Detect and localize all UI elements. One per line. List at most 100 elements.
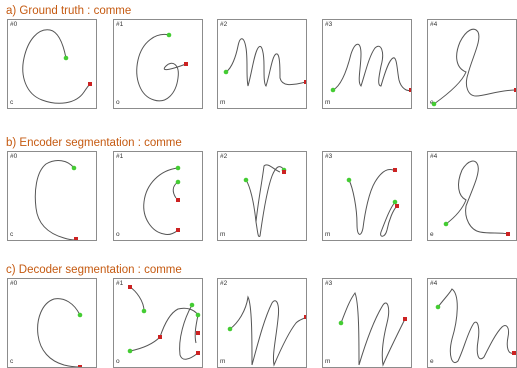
start-point bbox=[141, 308, 147, 314]
panel-letter: e bbox=[430, 99, 434, 106]
panel-letter: c bbox=[10, 99, 14, 106]
panel-index: #4 bbox=[430, 21, 438, 28]
trajectory-plot bbox=[143, 165, 181, 235]
end-point bbox=[196, 331, 200, 335]
trajectory-plot bbox=[223, 38, 306, 87]
panel-c-2: #2 m bbox=[217, 278, 307, 368]
start-point bbox=[189, 302, 195, 308]
start-point bbox=[435, 304, 441, 310]
end-point bbox=[514, 88, 516, 92]
panel-letter: e bbox=[430, 358, 434, 365]
panel-a-3: #3 m bbox=[322, 19, 412, 109]
panel-c-1: #1 o bbox=[113, 278, 203, 368]
section-title-ground-truth: a) Ground truth : comme bbox=[6, 5, 132, 17]
panel-a-4: #4 e bbox=[427, 19, 517, 109]
end-point bbox=[409, 88, 411, 92]
trajectory-plot bbox=[227, 295, 306, 367]
end-point bbox=[88, 82, 92, 86]
panel-index: #0 bbox=[10, 280, 18, 287]
panel-index: #4 bbox=[430, 280, 438, 287]
section-title-encoder: b) Encoder segmentation : comme bbox=[6, 137, 182, 149]
panel-b-0: #0 c bbox=[7, 151, 97, 241]
panel-index: #4 bbox=[430, 153, 438, 160]
start-point bbox=[175, 179, 181, 185]
start-point bbox=[127, 348, 133, 354]
end-point bbox=[282, 170, 286, 174]
panel-letter: o bbox=[116, 231, 120, 238]
end-point bbox=[78, 365, 82, 367]
trajectory-plot bbox=[338, 291, 407, 367]
end-point bbox=[393, 168, 397, 172]
trajectory-plot bbox=[435, 288, 516, 363]
start-point bbox=[443, 221, 449, 227]
end-point bbox=[304, 315, 306, 319]
trajectory-plot bbox=[22, 29, 92, 104]
end-point bbox=[158, 335, 162, 339]
start-point bbox=[227, 326, 233, 332]
panel-letter: e bbox=[430, 231, 434, 238]
start-point bbox=[77, 312, 83, 318]
panel-letter: o bbox=[116, 358, 120, 365]
panel-index: #1 bbox=[116, 280, 124, 287]
start-point bbox=[330, 87, 336, 93]
trajectory-plot bbox=[37, 298, 83, 367]
panel-index: #2 bbox=[220, 153, 228, 160]
panel-letter: m bbox=[220, 358, 226, 365]
trajectory-plot bbox=[243, 164, 287, 237]
panel-index: #2 bbox=[220, 21, 228, 28]
end-point bbox=[184, 62, 188, 66]
trajectory-plot bbox=[330, 43, 411, 93]
trajectory-plot bbox=[346, 168, 399, 237]
end-point bbox=[196, 351, 200, 355]
start-point bbox=[71, 165, 77, 171]
end-point bbox=[128, 285, 132, 289]
end-point bbox=[304, 80, 306, 84]
trajectory-plot bbox=[431, 28, 516, 107]
start-point bbox=[431, 101, 437, 107]
panel-b-2: #2 m bbox=[217, 151, 307, 241]
end-point bbox=[506, 232, 510, 236]
panel-index: #3 bbox=[325, 153, 333, 160]
panel-b-1: #1 o bbox=[113, 151, 203, 241]
panel-index: #1 bbox=[116, 153, 124, 160]
start-point bbox=[223, 69, 229, 75]
end-point bbox=[403, 317, 407, 321]
end-point bbox=[74, 237, 78, 240]
panel-index: #1 bbox=[116, 21, 124, 28]
panel-c-3: #3 m bbox=[322, 278, 412, 368]
panel-letter: m bbox=[220, 99, 226, 106]
panel-index: #2 bbox=[220, 280, 228, 287]
panel-b-3: #3 m bbox=[322, 151, 412, 241]
panel-a-0: #0 c bbox=[7, 19, 97, 109]
panel-a-1: #1 o bbox=[113, 19, 203, 109]
panel-letter: c bbox=[10, 231, 14, 238]
panel-letter: o bbox=[116, 99, 120, 106]
start-point bbox=[175, 165, 181, 171]
start-point bbox=[338, 320, 344, 326]
panel-index: #3 bbox=[325, 280, 333, 287]
trajectory-plot bbox=[34, 160, 78, 240]
panel-c-0: #0 c bbox=[7, 278, 97, 368]
panel-letter: m bbox=[325, 231, 331, 238]
panel-letter: m bbox=[325, 99, 331, 106]
panel-index: #0 bbox=[10, 21, 18, 28]
start-point bbox=[166, 32, 172, 38]
end-point bbox=[512, 351, 516, 355]
end-point bbox=[395, 204, 399, 208]
start-point bbox=[346, 177, 352, 183]
trajectory-plot bbox=[136, 32, 188, 102]
start-point bbox=[392, 199, 398, 205]
panel-index: #3 bbox=[325, 21, 333, 28]
end-point bbox=[176, 198, 180, 202]
section-title-decoder: c) Decoder segmentation : comme bbox=[6, 264, 182, 276]
trajectory-plot bbox=[443, 160, 510, 236]
panel-letter: c bbox=[10, 358, 14, 365]
panel-b-4: #4 e bbox=[427, 151, 517, 241]
panel-a-2: #2 m bbox=[217, 19, 307, 109]
trajectory-plot bbox=[127, 285, 201, 360]
start-point bbox=[243, 177, 249, 183]
panel-c-4: #4 e bbox=[427, 278, 517, 368]
panel-letter: m bbox=[220, 231, 226, 238]
start-point bbox=[195, 312, 201, 318]
end-point bbox=[176, 228, 180, 232]
